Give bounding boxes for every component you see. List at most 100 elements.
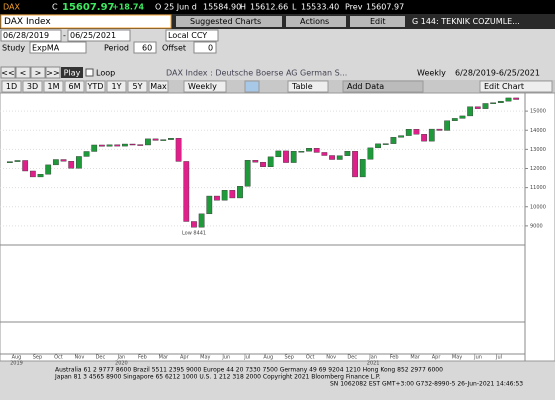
study-select[interactable]	[29, 41, 87, 54]
year-label: 2019	[10, 361, 23, 367]
candle	[237, 186, 243, 199]
candle	[367, 147, 374, 160]
period-button[interactable]	[85, 80, 106, 93]
y-tick-label: 10000	[530, 204, 546, 210]
security-name: DAX Index : Deutsche Boerse AG German S.…	[166, 69, 347, 78]
candle	[428, 128, 435, 142]
period-label: 1D	[6, 82, 17, 91]
tool-button[interactable]	[479, 80, 553, 93]
candle	[191, 221, 197, 228]
nav-button[interactable]	[15, 66, 31, 79]
candle	[91, 144, 98, 152]
candle	[467, 106, 474, 117]
candle	[160, 139, 167, 141]
footer-line: Australia 61 2 9777 8600 Brazil 5511 239…	[55, 367, 443, 374]
nav-button[interactable]	[45, 66, 61, 79]
currency-select[interactable]	[165, 29, 219, 42]
toolbar-buttons: 1D 3D 1M 6M YTD 1Y 5Y Max Weekly Table Add Data Edi…	[1, 80, 553, 93]
y-tick-label: 14000	[530, 128, 546, 134]
candle	[137, 144, 144, 146]
period-button[interactable]	[127, 80, 148, 93]
x-tick-label: Jul	[495, 355, 502, 361]
ticker: DAX	[3, 3, 20, 12]
edit-button[interactable]	[350, 16, 405, 27]
candle	[336, 155, 343, 160]
x-tick-label: Aug	[12, 355, 22, 361]
play-button[interactable]	[61, 67, 83, 78]
offset: 0	[208, 44, 213, 53]
period-label: Period	[104, 44, 129, 53]
candle	[129, 143, 136, 146]
candle	[321, 152, 328, 156]
candle	[298, 151, 305, 153]
label: Prev	[345, 3, 363, 12]
x-tick-label: Dec	[347, 355, 357, 361]
prev: 15607.97	[366, 3, 404, 12]
period-button[interactable]	[43, 80, 64, 93]
candle	[214, 195, 220, 201]
tool-button[interactable]	[183, 80, 227, 93]
label: O	[155, 3, 161, 12]
tool-button[interactable]	[244, 80, 260, 93]
y-tick-label: 11000	[530, 185, 546, 191]
candle	[436, 128, 443, 131]
loop-label: Loop	[96, 69, 115, 78]
period-button[interactable]	[22, 80, 43, 93]
tool-label: Weekly	[188, 82, 217, 91]
candle	[482, 103, 489, 109]
x-tick-label: Sep	[285, 355, 294, 361]
candle	[29, 170, 36, 178]
tool-button[interactable]	[287, 80, 329, 93]
candle	[390, 137, 397, 144]
candle	[106, 144, 113, 147]
period-button[interactable]	[106, 80, 127, 93]
y-tick-label: 12000	[530, 166, 546, 172]
security-field[interactable]	[0, 14, 172, 29]
nav-label: <	[20, 69, 27, 78]
suggested-button[interactable]	[176, 16, 282, 27]
tool-button[interactable]	[342, 80, 424, 93]
high: 15612.66	[250, 3, 288, 12]
candle	[198, 213, 205, 228]
nav-button[interactable]	[0, 66, 16, 79]
x-tick-label: Jan	[368, 355, 377, 361]
period-input[interactable]	[133, 41, 157, 54]
frequency: Weekly	[417, 69, 446, 78]
period-button[interactable]	[64, 80, 85, 93]
start-date[interactable]	[0, 29, 62, 42]
candle	[513, 97, 520, 100]
x-tick-label: Feb	[138, 355, 147, 361]
candle	[306, 148, 312, 152]
period-button[interactable]	[1, 80, 22, 93]
tool-label: Table	[291, 82, 313, 91]
button-label: Suggested Charts	[190, 17, 261, 26]
period-label: 3D	[27, 82, 38, 91]
offset-input[interactable]	[193, 41, 217, 54]
footer-line: Japan 81 3 4565 8900 Singapore 65 6212 1…	[54, 374, 381, 381]
candle	[60, 159, 67, 162]
x-tick-label: Jul	[243, 355, 250, 361]
candle	[474, 106, 481, 109]
x-tick-label: Jan	[117, 355, 126, 361]
study-label: Study	[2, 44, 25, 53]
nav-button[interactable]	[30, 66, 46, 79]
tool-label: Edit Chart	[484, 82, 524, 91]
candle	[206, 195, 213, 215]
candle	[14, 160, 21, 162]
x-tick-label: May	[200, 355, 210, 361]
period-button[interactable]	[148, 80, 169, 93]
offset-label: Offset	[162, 44, 186, 53]
candle	[45, 164, 52, 175]
x-tick-label: Aug	[263, 355, 273, 361]
period-label: Max	[150, 82, 167, 91]
candle	[267, 156, 274, 167]
plot: 9000 10000 11000 12000 13000 14000 15000 Low 84…	[0, 97, 546, 367]
button-label: Actions	[300, 17, 329, 26]
loop-checkbox[interactable]	[85, 68, 94, 77]
x-tick-label: Sep	[33, 355, 42, 361]
actions-button[interactable]	[286, 16, 346, 27]
candle	[229, 190, 236, 199]
candle	[68, 161, 75, 169]
end-date[interactable]	[67, 29, 131, 42]
play-label: Play	[64, 69, 81, 78]
